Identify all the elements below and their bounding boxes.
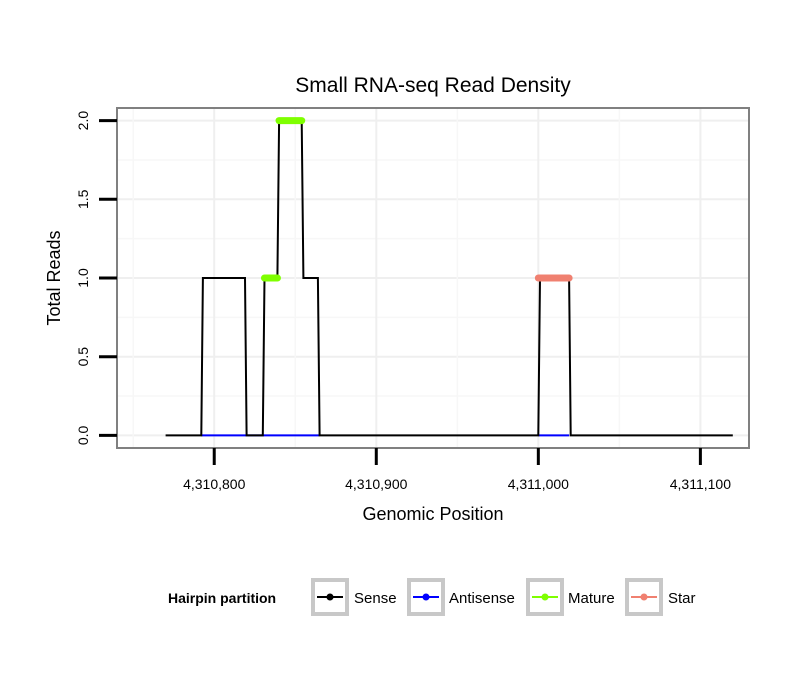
legend-entry-label: Antisense [449,590,515,607]
legend-key-dot [541,593,549,601]
x-axis-label: Genomic Position [362,504,503,524]
y-axis: 0.0 0.5 1.0 1.5 2.0 [75,111,117,445]
legend-entry-label: Sense [354,590,397,607]
legend-key-dot [326,593,334,601]
series-layer [165,117,733,437]
x-axis: 4,310,800 4,310,900 4,311,000 4,311,100 [183,448,731,492]
legend-entry-label: Star [668,590,696,607]
legend-title: Hairpin partition [168,590,276,606]
legend-entry-label: Mature [568,590,615,607]
x-tick-label: 4,310,900 [345,476,407,492]
y-tick-label: 0.0 [75,425,91,445]
legend-key-dot [422,593,430,601]
chart-title: Small RNA-seq Read Density [295,74,571,97]
y-tick-label: 1.5 [75,189,91,209]
x-tick-label: 4,311,000 [508,476,569,492]
legend-key-dot [640,593,648,601]
y-tick-label: 0.5 [75,347,91,367]
x-tick-label: 4,310,800 [183,476,245,492]
y-tick-label: 1.0 [75,268,91,288]
gridlines [117,108,749,448]
x-tick-label: 4,311,100 [670,476,731,492]
legend-entries: Sense Antisense Mature Star [311,578,696,616]
plot-panel [116,107,750,449]
legend: Hairpin partition Sense Antisense Mature St… [168,578,696,616]
y-tick-label: 2.0 [75,111,91,131]
y-axis-label: Total Reads [44,230,64,325]
